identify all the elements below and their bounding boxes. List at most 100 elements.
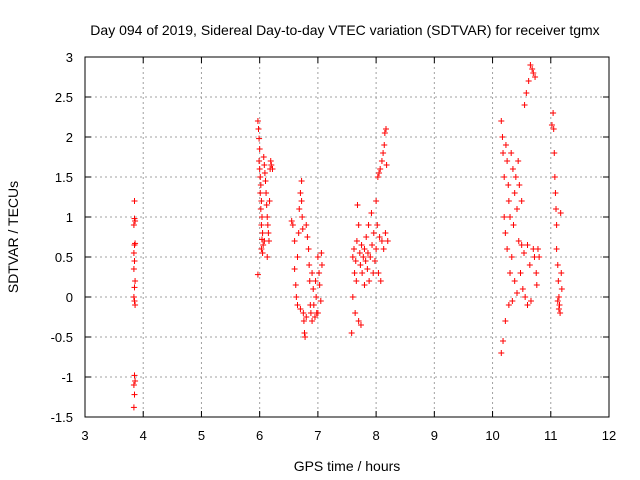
data-point	[367, 254, 374, 260]
y-tick-label: 1	[66, 210, 73, 225]
data-point	[375, 270, 382, 276]
data-point	[554, 298, 561, 304]
data-point	[255, 126, 262, 132]
data-point	[350, 246, 357, 252]
data-point	[498, 350, 505, 356]
data-point	[309, 270, 316, 276]
data-point	[130, 294, 137, 300]
y-axis-label: SDTVAR / TECUs	[5, 181, 21, 293]
data-point	[520, 250, 527, 256]
data-point	[366, 278, 373, 284]
data-point	[304, 234, 311, 240]
y-tick-label: -0.5	[51, 330, 73, 345]
data-point	[384, 238, 391, 244]
data-point	[300, 310, 307, 316]
data-point	[370, 270, 377, 276]
data-point	[518, 242, 525, 248]
data-point	[352, 310, 359, 316]
y-tick-label: 0	[66, 290, 73, 305]
data-point	[269, 166, 276, 172]
data-point	[364, 250, 371, 256]
data-point	[132, 218, 139, 224]
data-point	[516, 182, 523, 188]
data-point	[261, 238, 268, 244]
axis-ticks: 3 4 5 6 7 8 9 10 11 12 -1.5 -1 -0.5 0 0.5 1 1.5 2 2.5 3	[51, 50, 617, 443]
data-point	[299, 214, 306, 220]
data-point	[258, 246, 265, 252]
data-point	[257, 182, 264, 188]
data-point	[519, 286, 526, 292]
data-point	[258, 214, 265, 220]
data-point	[365, 222, 372, 228]
data-point	[499, 134, 506, 140]
data-point	[257, 174, 264, 180]
data-point	[525, 78, 532, 84]
data-point	[130, 266, 137, 272]
data-point	[554, 262, 561, 268]
data-point	[502, 318, 509, 324]
data-point	[303, 222, 310, 228]
data-point	[526, 262, 533, 268]
data-point	[300, 318, 307, 324]
data-point	[299, 226, 306, 232]
data-point	[524, 302, 531, 308]
data-point	[131, 298, 138, 304]
data-point	[527, 62, 534, 68]
data-points	[130, 62, 565, 411]
chart-title: Day 094 of 2019, Sidereal Day-to-day VTE…	[90, 22, 599, 38]
data-point	[318, 250, 325, 256]
data-point	[359, 270, 366, 276]
data-point	[306, 278, 313, 284]
data-point	[533, 270, 540, 276]
data-point	[256, 166, 263, 172]
data-point	[258, 198, 265, 204]
data-point	[266, 198, 273, 204]
data-point	[130, 250, 137, 256]
data-point	[131, 242, 138, 248]
x-tick-label: 6	[256, 428, 263, 443]
data-point	[292, 282, 299, 288]
data-point	[514, 290, 521, 296]
data-point	[370, 230, 377, 236]
data-point	[259, 230, 266, 236]
data-point	[303, 314, 310, 320]
data-point	[356, 250, 363, 256]
x-tick-label: 9	[431, 428, 438, 443]
data-point	[374, 222, 381, 228]
data-point	[558, 270, 565, 276]
data-point	[534, 246, 541, 252]
data-point	[358, 242, 365, 248]
data-point	[532, 74, 539, 80]
data-point	[500, 150, 507, 156]
data-point	[348, 330, 355, 336]
data-point	[378, 158, 385, 164]
data-point	[288, 218, 295, 224]
y-tick-label: 3	[66, 50, 73, 65]
data-point	[262, 178, 269, 184]
data-point	[505, 198, 512, 204]
data-point	[130, 222, 137, 228]
x-axis-label: GPS time / hours	[294, 458, 401, 474]
data-point	[260, 154, 267, 160]
data-point	[502, 142, 509, 148]
data-point	[507, 214, 514, 220]
data-point	[361, 246, 368, 252]
data-point	[377, 278, 384, 284]
data-point	[289, 222, 296, 228]
data-point	[305, 246, 312, 252]
data-point	[317, 298, 324, 304]
data-point	[130, 404, 137, 411]
data-point	[383, 162, 390, 168]
data-point	[264, 254, 271, 260]
data-point	[296, 206, 303, 212]
data-point	[254, 118, 261, 124]
data-point	[263, 202, 270, 208]
data-point	[311, 314, 318, 320]
data-point	[264, 214, 271, 220]
data-point	[265, 230, 272, 236]
data-point	[354, 202, 361, 208]
data-point	[373, 198, 380, 204]
data-point	[553, 206, 560, 212]
data-point	[536, 254, 543, 260]
data-point	[380, 246, 387, 252]
